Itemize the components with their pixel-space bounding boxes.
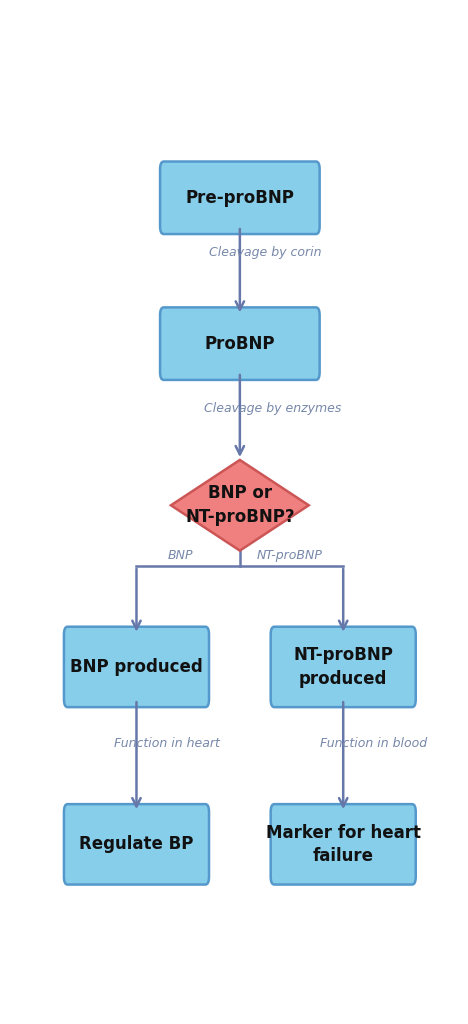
Text: ProBNP: ProBNP	[205, 335, 275, 352]
Text: BNP: BNP	[167, 549, 193, 562]
Text: BNP or
NT-proBNP?: BNP or NT-proBNP?	[185, 484, 295, 526]
FancyBboxPatch shape	[271, 627, 416, 708]
Text: Cleavage by enzymes: Cleavage by enzymes	[204, 401, 341, 415]
FancyBboxPatch shape	[64, 804, 209, 885]
Text: NT-proBNP
produced: NT-proBNP produced	[293, 646, 393, 688]
Text: Function in blood: Function in blood	[321, 737, 428, 750]
Text: Cleavage by corin: Cleavage by corin	[209, 246, 322, 259]
Polygon shape	[171, 460, 309, 551]
Text: NT-proBNP: NT-proBNP	[257, 549, 323, 562]
Text: Pre-proBNP: Pre-proBNP	[185, 188, 294, 207]
Text: Marker for heart
failure: Marker for heart failure	[266, 823, 421, 865]
FancyBboxPatch shape	[64, 627, 209, 708]
FancyBboxPatch shape	[160, 307, 320, 380]
Text: Regulate BP: Regulate BP	[79, 836, 194, 853]
Text: Function in heart: Function in heart	[114, 737, 220, 750]
FancyBboxPatch shape	[160, 162, 320, 234]
FancyBboxPatch shape	[271, 804, 416, 885]
Text: BNP produced: BNP produced	[70, 658, 203, 676]
